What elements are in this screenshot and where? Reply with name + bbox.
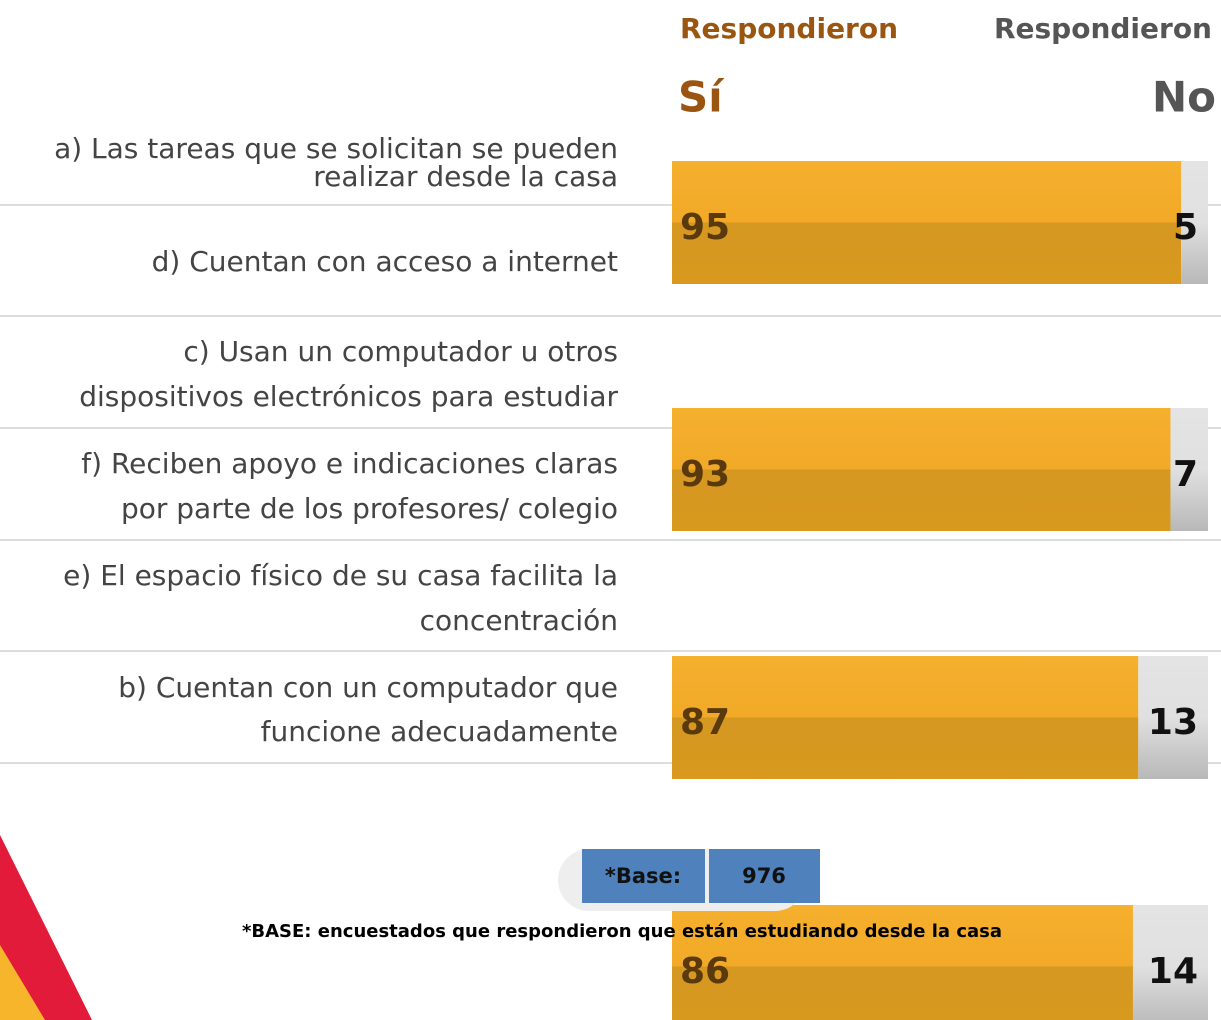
bar-no bbox=[1132, 905, 1208, 1020]
row-label: concentración bbox=[420, 604, 618, 637]
header-no-top: Respondieron bbox=[994, 12, 1212, 45]
value-no: 13 bbox=[1148, 702, 1198, 743]
decor-yellow bbox=[0, 945, 45, 1020]
row-label: b) Cuentan con un computador que bbox=[118, 671, 618, 704]
row-label: a) Las tareas que se solicitan se pueden bbox=[54, 132, 618, 165]
bar-yes bbox=[672, 161, 1182, 284]
base-value: 976 bbox=[742, 864, 786, 888]
bar-yes bbox=[672, 905, 1133, 1020]
header-yes: Sí bbox=[678, 73, 725, 122]
header-yes-top: Respondieron bbox=[680, 12, 898, 45]
base-value-box bbox=[709, 849, 820, 903]
value-yes: 95 bbox=[680, 207, 730, 248]
value-yes: 87 bbox=[680, 702, 730, 743]
bar-yes bbox=[672, 656, 1139, 779]
bar-yes bbox=[672, 408, 1171, 531]
row-label: d) Cuentan con acceso a internet bbox=[152, 245, 618, 278]
value-yes: 86 bbox=[680, 951, 730, 992]
base-label: *Base: bbox=[605, 864, 681, 888]
base-label-box bbox=[582, 849, 705, 903]
row-label: funcione adecuadamente bbox=[261, 715, 618, 748]
row-label: c) Usan un computador u otros bbox=[183, 335, 618, 368]
value-yes: 93 bbox=[680, 454, 730, 495]
row-label: e) El espacio físico de su casa facilita… bbox=[63, 559, 618, 592]
value-no: 5 bbox=[1173, 207, 1198, 248]
value-no: 7 bbox=[1173, 454, 1198, 495]
header-no: No bbox=[1152, 73, 1216, 122]
decor-red bbox=[0, 835, 92, 1020]
bar-no bbox=[1138, 656, 1208, 779]
value-no: 14 bbox=[1148, 951, 1198, 992]
row-label: f) Reciben apoyo e indicaciones claras bbox=[81, 447, 618, 480]
bar-no bbox=[1181, 161, 1208, 284]
bar-no bbox=[1170, 408, 1208, 531]
row-label: dispositivos electrónicos para estudiar bbox=[79, 380, 618, 413]
footnote: *BASE: encuestados que respondieron que … bbox=[242, 921, 1002, 942]
row-label: por parte de los profesores/ colegio bbox=[121, 492, 618, 525]
row-label: realizar desde la casa bbox=[313, 160, 618, 193]
